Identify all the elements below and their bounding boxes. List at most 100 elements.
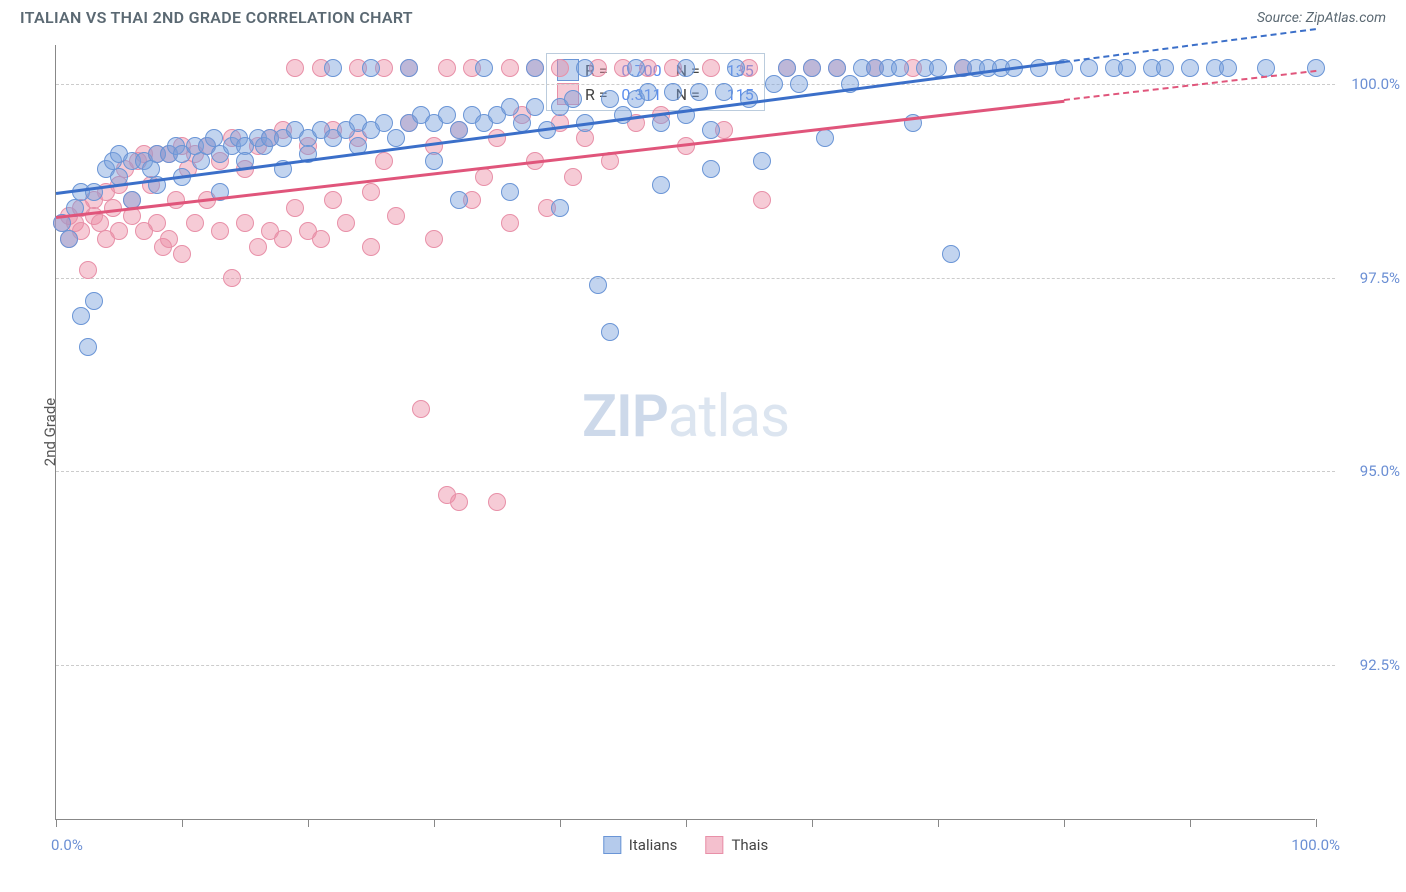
- scatter-point: [576, 129, 594, 147]
- scatter-point: [740, 90, 758, 108]
- watermark-atlas: atlas: [668, 383, 789, 451]
- scatter-point: [765, 75, 783, 93]
- scatter-point: [362, 238, 380, 256]
- gridline-horizontal: [56, 278, 1335, 279]
- scatter-point: [450, 493, 468, 511]
- scatter-point: [601, 323, 619, 341]
- chart-title: ITALIAN VS THAI 2ND GRADE CORRELATION CH…: [20, 8, 413, 27]
- scatter-point: [1307, 59, 1325, 77]
- series-legend: Italians Thais: [603, 836, 768, 854]
- y-tick-label: 100.0%: [1340, 75, 1400, 93]
- scatter-point: [828, 59, 846, 77]
- scatter-point: [488, 129, 506, 147]
- scatter-point: [362, 183, 380, 201]
- trend-line-extrapolated: [1064, 28, 1316, 63]
- scatter-point: [753, 152, 771, 170]
- scatter-point: [677, 59, 695, 77]
- scatter-point: [526, 59, 544, 77]
- series-legend-item: Thais: [705, 836, 768, 854]
- scatter-point: [929, 59, 947, 77]
- scatter-point: [690, 83, 708, 101]
- y-tick-label: 97.5%: [1340, 269, 1400, 287]
- scatter-point: [160, 230, 178, 248]
- x-tick: [182, 819, 183, 827]
- scatter-point: [551, 59, 569, 77]
- scatter-point: [286, 59, 304, 77]
- scatter-point: [438, 59, 456, 77]
- scatter-point: [438, 106, 456, 124]
- scatter-point: [286, 199, 304, 217]
- legend-swatch: [603, 836, 621, 854]
- y-axis-title: 2nd Grade: [41, 398, 59, 466]
- x-tick: [686, 819, 687, 827]
- scatter-point: [601, 90, 619, 108]
- scatter-point: [79, 261, 97, 279]
- scatter-point: [173, 245, 191, 263]
- scatter-point: [942, 245, 960, 263]
- y-tick-label: 92.5%: [1340, 656, 1400, 674]
- x-tick: [308, 819, 309, 827]
- gridline-horizontal: [56, 471, 1335, 472]
- legend-label: Italians: [629, 836, 678, 854]
- scatter-point: [702, 121, 720, 139]
- scatter-point: [715, 83, 733, 101]
- scatter-point: [891, 59, 909, 77]
- scatter-point: [324, 191, 342, 209]
- scatter-point: [362, 59, 380, 77]
- x-tick: [560, 819, 561, 827]
- scatter-point: [324, 59, 342, 77]
- scatter-point: [475, 168, 493, 186]
- scatter-point: [1181, 59, 1199, 77]
- scatter-point: [501, 214, 519, 232]
- scatter-point: [488, 493, 506, 511]
- chart-plot-area: ZIPatlas 2nd Grade 0.0% 100.0% R =0.700N…: [55, 45, 1315, 820]
- scatter-point: [778, 59, 796, 77]
- scatter-point: [337, 214, 355, 232]
- scatter-point: [375, 114, 393, 132]
- y-tick-label: 95.0%: [1340, 462, 1400, 480]
- series-legend-item: Italians: [603, 836, 678, 854]
- x-tick: [56, 819, 57, 827]
- scatter-point: [450, 191, 468, 209]
- source-attribution: Source: ZipAtlas.com: [1257, 10, 1386, 26]
- scatter-point: [526, 98, 544, 116]
- scatter-point: [148, 214, 166, 232]
- scatter-point: [589, 276, 607, 294]
- scatter-point: [475, 59, 493, 77]
- scatter-point: [753, 191, 771, 209]
- legend-swatch: [705, 836, 723, 854]
- scatter-point: [274, 230, 292, 248]
- scatter-point: [110, 222, 128, 240]
- x-tick: [1316, 819, 1317, 827]
- scatter-point: [564, 90, 582, 108]
- scatter-point: [249, 238, 267, 256]
- scatter-point: [1080, 59, 1098, 77]
- scatter-point: [501, 183, 519, 201]
- gridline-horizontal: [56, 665, 1335, 666]
- x-axis-max-label: 100.0%: [1291, 836, 1340, 854]
- scatter-point: [236, 214, 254, 232]
- legend-label: Thais: [731, 836, 768, 854]
- scatter-point: [803, 59, 821, 77]
- scatter-point: [312, 230, 330, 248]
- scatter-point: [551, 199, 569, 217]
- x-tick: [1064, 819, 1065, 827]
- x-tick: [1190, 819, 1191, 827]
- scatter-point: [1156, 59, 1174, 77]
- scatter-point: [85, 292, 103, 310]
- scatter-point: [501, 59, 519, 77]
- scatter-point: [72, 307, 90, 325]
- scatter-point: [564, 168, 582, 186]
- scatter-point: [400, 59, 418, 77]
- scatter-point: [387, 129, 405, 147]
- scatter-point: [425, 152, 443, 170]
- scatter-point: [387, 207, 405, 225]
- scatter-point: [664, 83, 682, 101]
- scatter-point: [816, 129, 834, 147]
- scatter-point: [790, 75, 808, 93]
- scatter-point: [186, 214, 204, 232]
- scatter-point: [412, 400, 430, 418]
- scatter-point: [1118, 59, 1136, 77]
- scatter-point: [1219, 59, 1237, 77]
- scatter-point: [375, 152, 393, 170]
